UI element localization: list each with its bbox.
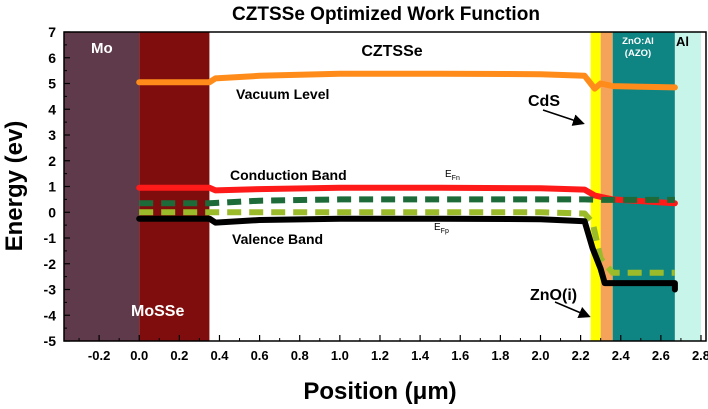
x-tick-label: 2.2 <box>572 348 590 363</box>
series-vacuum-level <box>136 70 678 92</box>
label-valence-band: Valence Band <box>232 231 323 247</box>
x-tick-label: 2.4 <box>612 348 631 363</box>
x-tick-label: 0.8 <box>291 348 309 363</box>
x-tick-label: 1.2 <box>371 348 389 363</box>
y-tick-label: 0 <box>48 204 56 220</box>
x-tick-label: 0.6 <box>251 348 269 363</box>
x-tick-label: 1.6 <box>451 348 469 363</box>
region-zno-al-azo <box>612 32 675 341</box>
y-tick-label: 6 <box>48 50 56 66</box>
label-mosse: MoSSe <box>131 303 184 320</box>
x-tick-label: 0.4 <box>210 348 229 363</box>
label-azo-line2: (AZO) <box>625 48 651 59</box>
x-tick-label: -0.2 <box>88 348 110 363</box>
x-tick-label: 1.4 <box>411 348 430 363</box>
region-al <box>674 32 701 341</box>
region-zno-i <box>600 32 613 341</box>
y-tick-label: 5 <box>48 76 56 92</box>
cds-arrow <box>542 109 585 126</box>
label-efn: EFn <box>445 169 460 182</box>
x-tick-label: 0.0 <box>130 348 148 363</box>
x-axis-ticks: -0.2 0.0 0.2 0.4 0.6 0.8 1.0 1.2 1.4 1.6 1.8 2.0 2.2… <box>78 335 708 363</box>
x-tick-label: 1.0 <box>331 348 349 363</box>
chart-title: CZTSSe Optimized Work Function <box>232 4 540 25</box>
y-axis-ticks: -5 -4 -3 -2 -1 0 1 2 3 4 5 6 7 <box>44 24 70 349</box>
region-mo <box>64 32 140 341</box>
label-cds: CdS <box>528 93 560 110</box>
label-conduction-band: Conduction Band <box>230 167 347 183</box>
y-tick-label: 1 <box>48 179 56 195</box>
series-efp <box>139 209 675 276</box>
x-tick-label: 2.8 <box>692 348 708 363</box>
y-tick-label: -1 <box>44 230 57 246</box>
series-valence-band <box>136 215 678 293</box>
y-tick-label: -4 <box>44 307 57 323</box>
y-tick-label: 4 <box>48 101 56 117</box>
zno-i-arrow <box>554 301 591 319</box>
series-lines <box>136 70 678 293</box>
x-tick-label: 0.2 <box>170 348 188 363</box>
label-al: Al <box>676 34 689 49</box>
x-tick-label: 2.0 <box>531 348 549 363</box>
x-axis-label: Position (μm) <box>303 378 456 405</box>
label-efp: EFp <box>434 222 449 235</box>
y-axis-label: Energy (ev) <box>1 121 28 252</box>
y-tick-label: -5 <box>44 333 57 349</box>
y-tick-label: 7 <box>48 24 56 40</box>
region-cds <box>590 32 601 341</box>
y-tick-label: 3 <box>48 127 56 143</box>
y-tick-label: -3 <box>44 282 57 298</box>
x-tick-label: 1.8 <box>491 348 509 363</box>
label-mo: Mo <box>91 40 113 57</box>
label-vacuum-level: Vacuum Level <box>236 86 329 102</box>
label-zno-i: ZnO(i) <box>530 287 577 304</box>
y-tick-label: 2 <box>48 153 56 169</box>
label-azo-line1: ZnO:Al <box>622 36 654 47</box>
label-cztsse: CZTSSe <box>361 43 422 60</box>
y-tick-label: -2 <box>44 256 57 272</box>
x-tick-label: 2.6 <box>652 348 670 363</box>
